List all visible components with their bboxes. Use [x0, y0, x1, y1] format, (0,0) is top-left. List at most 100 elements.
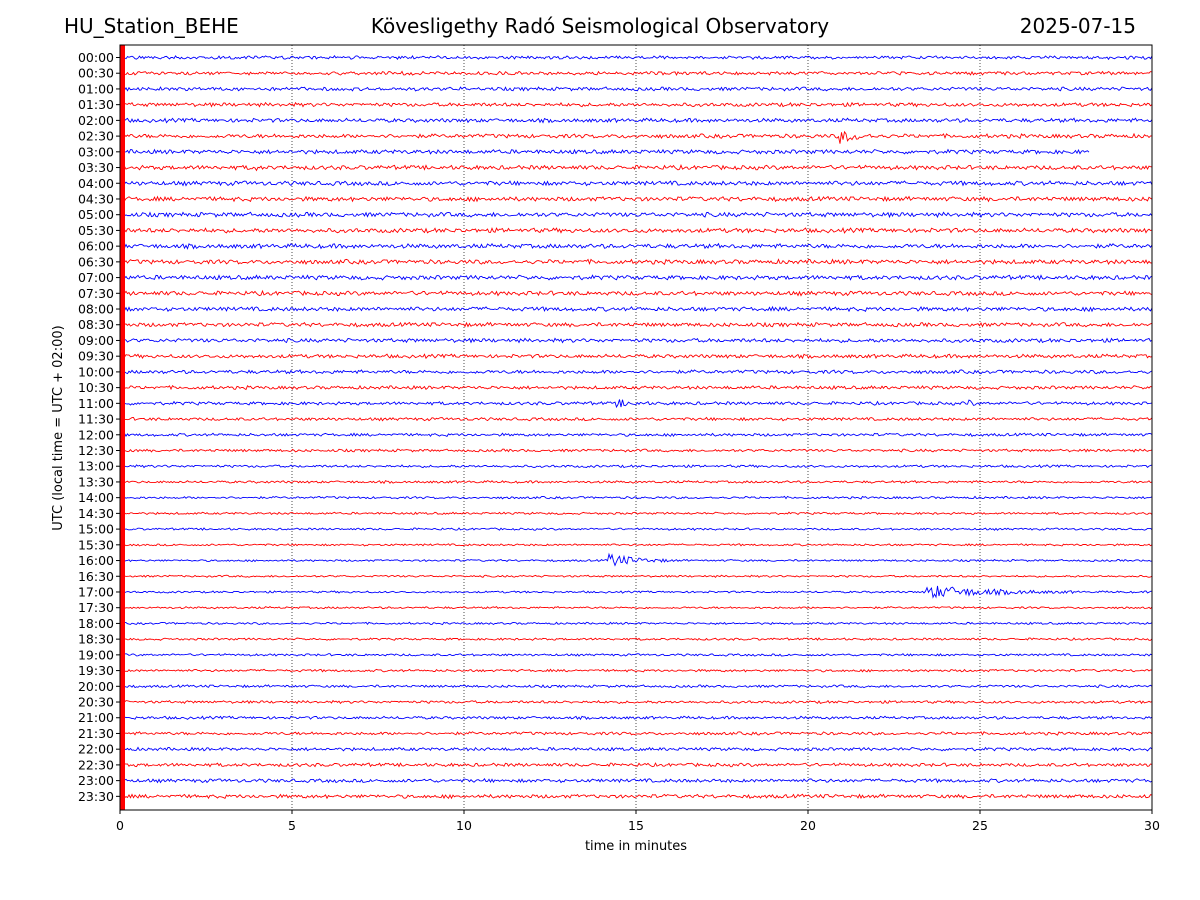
y-tick-label: 13:00 — [78, 459, 114, 474]
y-tick-label: 18:30 — [78, 632, 114, 647]
trace-1400 — [119, 495, 1153, 500]
trace-0830 — [119, 321, 1153, 328]
x-tick-label: 20 — [800, 818, 816, 833]
trace-layer — [119, 54, 1153, 800]
y-tick-label: 04:30 — [78, 191, 114, 206]
y-tick-label: 08:00 — [78, 302, 114, 317]
trace-1530 — [119, 543, 1153, 547]
trace-1700 — [119, 585, 1153, 599]
y-tick-label: 19:00 — [78, 647, 114, 662]
y-tick-label: 21:00 — [78, 710, 114, 725]
x-tick-label: 5 — [288, 818, 296, 833]
y-tick-label: 00:30 — [78, 66, 114, 81]
y-tick-label: 15:30 — [78, 537, 114, 552]
trace-1730 — [119, 606, 1153, 610]
y-tick-label: 09:30 — [78, 349, 114, 364]
trace-0500 — [119, 211, 1153, 219]
y-tick-label: 07:30 — [78, 286, 114, 301]
trace-1330 — [119, 479, 1153, 485]
y-tick-label: 01:00 — [78, 81, 114, 96]
x-tick-label: 15 — [628, 818, 644, 833]
y-tick-label: 03:30 — [78, 160, 114, 175]
trace-0100 — [119, 86, 1153, 92]
trace-2130 — [119, 731, 1153, 736]
trace-2000 — [119, 684, 1153, 689]
y-tick-label: 02:30 — [78, 129, 114, 144]
date-label: 2025-07-15 — [1019, 14, 1136, 38]
y-tick-label: 17:30 — [78, 600, 114, 615]
y-tick-label: 05:00 — [78, 207, 114, 222]
trace-1030 — [119, 384, 1153, 391]
trace-0630 — [119, 258, 1153, 266]
y-tick-label: 06:00 — [78, 239, 114, 254]
trace-0800 — [119, 305, 1153, 313]
onset-band — [120, 45, 125, 810]
trace-1300 — [119, 464, 1153, 469]
y-tick-label: 10:30 — [78, 380, 114, 395]
trace-0030 — [119, 70, 1153, 77]
trace-2330 — [119, 793, 1153, 800]
trace-0200 — [119, 117, 1153, 124]
observatory-title: Kövesligethy Radó Seismological Observat… — [370, 14, 830, 38]
y-tick-layer: 00:0000:3001:0001:3002:0002:3003:0003:30… — [78, 50, 120, 804]
trace-0730 — [119, 289, 1153, 297]
trace-0300 — [119, 148, 1090, 156]
y-tick-label: 11:30 — [78, 412, 114, 427]
x-axis-label: time in minutes — [585, 839, 687, 854]
x-tick-label: 0 — [116, 818, 124, 833]
trace-0230 — [119, 130, 1152, 144]
trace-1500 — [119, 527, 1153, 531]
y-tick-label: 04:00 — [78, 176, 114, 191]
trace-2200 — [119, 746, 1153, 752]
trace-0930 — [119, 353, 1153, 360]
trace-1000 — [119, 369, 1153, 375]
trace-0430 — [119, 195, 1153, 203]
y-tick-label: 07:00 — [78, 270, 114, 285]
y-tick-label: 22:00 — [78, 742, 114, 757]
y-tick-label: 22:30 — [78, 757, 114, 772]
y-tick-label: 23:00 — [78, 773, 114, 788]
trace-1630 — [119, 574, 1153, 578]
y-tick-label: 03:00 — [78, 144, 114, 159]
trace-2100 — [119, 715, 1153, 721]
trace-0000 — [119, 54, 1153, 61]
y-tick-label: 13:30 — [78, 474, 114, 489]
y-tick-label: 18:00 — [78, 616, 114, 631]
onset-layer — [120, 45, 125, 810]
trace-1200 — [119, 432, 1153, 438]
y-tick-label: 01:30 — [78, 97, 114, 112]
y-tick-label: 19:30 — [78, 663, 114, 678]
trace-1130 — [119, 416, 1153, 423]
grid-layer — [291, 45, 981, 810]
y-tick-label: 21:30 — [78, 726, 114, 741]
trace-1930 — [119, 668, 1153, 673]
trace-2030 — [119, 699, 1153, 705]
trace-0600 — [119, 242, 1153, 250]
y-tick-label: 12:00 — [78, 427, 114, 442]
x-tick-label: 10 — [456, 818, 472, 833]
trace-1430 — [119, 511, 1153, 516]
y-tick-label: 23:30 — [78, 789, 114, 804]
y-tick-label: 16:00 — [78, 553, 114, 568]
trace-0900 — [119, 337, 1153, 344]
y-tick-label: 14:00 — [78, 490, 114, 505]
trace-2230 — [119, 762, 1153, 768]
trace-0130 — [119, 101, 1153, 108]
y-tick-label: 20:00 — [78, 679, 114, 694]
trace-0330 — [119, 164, 1153, 172]
trace-1100 — [119, 399, 1153, 409]
trace-1600 — [119, 552, 1153, 567]
y-axis-label: UTC (local time = UTC + 02:00) — [51, 325, 66, 530]
trace-2300 — [119, 778, 1153, 784]
trace-0400 — [119, 180, 1153, 187]
y-tick-label: 10:00 — [78, 364, 114, 379]
y-tick-label: 12:30 — [78, 443, 114, 458]
y-tick-label: 02:00 — [78, 113, 114, 128]
x-tick-label: 25 — [972, 818, 988, 833]
y-tick-label: 08:30 — [78, 317, 114, 332]
trace-0530 — [119, 227, 1153, 234]
trace-1830 — [119, 637, 1153, 641]
trace-1800 — [119, 621, 1153, 626]
station-name: HU_Station_BEHE — [64, 14, 239, 38]
